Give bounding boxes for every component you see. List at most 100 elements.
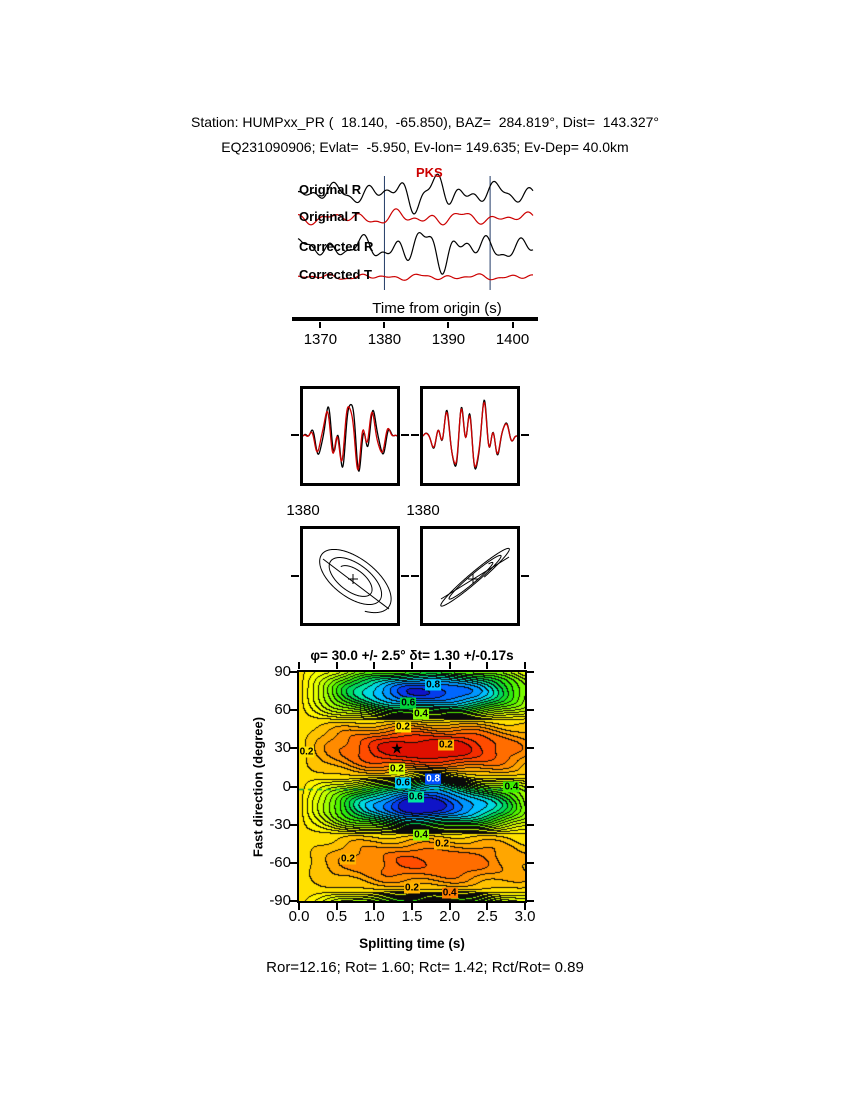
window-trace-transverse: [423, 401, 517, 468]
contour-value-label: 0.4: [413, 829, 429, 841]
misfit-x-tick: [486, 662, 489, 669]
misfit-x-tick-label: 1.5: [401, 908, 423, 925]
time-axis-tick-label: 1380: [367, 331, 402, 348]
contour-value-label: 0.2: [434, 838, 451, 850]
time-axis-bar: [292, 317, 538, 321]
misfit-x-tick: [298, 903, 300, 910]
misfit-x-tick: [373, 903, 376, 910]
misfit-y-tick: [290, 671, 297, 673]
particle-motion-svg-1: [319, 548, 392, 614]
contour-value-label: 0.2: [437, 739, 454, 751]
misfit-x-tick: [448, 903, 451, 910]
trace-label-corrected-r: Corrected R: [299, 239, 374, 254]
trace-label-original-r: Original R: [299, 182, 362, 197]
misfit-x-tick: [373, 662, 376, 669]
trace-label-original-t: Original T: [299, 209, 360, 224]
misfit-y-tick-label: 0: [282, 777, 291, 795]
panel-axis-tick: [411, 434, 419, 436]
misfit-x-tick: [524, 662, 526, 669]
contour-value-label: 0.4: [441, 887, 458, 899]
contour-value-label: 0.8: [425, 679, 442, 691]
misfit-x-tick-label: 0.5: [326, 908, 348, 925]
misfit-y-tick: [290, 747, 297, 750]
event-header: EQ231090906; Evlat= -5.950, Ev-lon= 149.…: [221, 139, 629, 155]
misfit-x-tick: [486, 903, 489, 910]
panel-axis-tick: [411, 575, 419, 577]
misfit-x-tick: [411, 903, 413, 910]
quality-stats: Ror=12.16; Rot= 1.60; Rct= 1.42; Rct/Rot…: [266, 959, 584, 976]
misfit-y-tick: [290, 900, 297, 902]
contour-value-label: 0.6: [400, 697, 417, 709]
misfit-x-tick-label: 2.0: [439, 908, 461, 925]
window-waveform-svg-1: [303, 403, 397, 472]
misfit-contour-canvas: [299, 672, 525, 901]
misfit-x-tick: [335, 903, 338, 910]
misfit-title: φ= 30.0 +/- 2.5° δt= 1.30 +/-0.17s: [310, 648, 514, 663]
window-waveform-panel-2: [420, 386, 520, 486]
window-start-time-1: 1380: [286, 502, 320, 519]
seismogram-svg: [297, 173, 534, 290]
misfit-y-tick-label: 90: [274, 663, 291, 680]
misfit-y-tick: [527, 823, 534, 826]
contour-value-label: 0.2: [340, 853, 356, 865]
trace-original-r: [297, 173, 534, 215]
misfit-x-tick: [411, 662, 413, 669]
misfit-y-tick: [290, 785, 297, 788]
trace-label-corrected-t: Corrected T: [299, 267, 372, 282]
time-axis-tick: [383, 322, 386, 328]
misfit-y-tick-label: -60: [269, 853, 291, 871]
panel-axis-tick: [291, 434, 299, 436]
particle-motion-curve: [319, 548, 392, 614]
misfit-y-tick-label: 30: [274, 739, 291, 757]
station-header: Station: HUMPxx_PR ( 18.140, -65.850), B…: [190, 114, 659, 130]
misfit-y-tick: [527, 747, 534, 750]
time-axis-tick: [511, 322, 514, 328]
misfit-x-tick-label: 1.0: [363, 908, 385, 925]
misfit-x-tick-label: 2.5: [476, 908, 498, 925]
misfit-y-tick: [527, 709, 534, 712]
time-axis-tick: [447, 322, 450, 328]
misfit-y-tick: [527, 861, 534, 864]
misfit-x-tick: [448, 662, 451, 669]
particle-motion-panel-2: [420, 526, 520, 626]
misfit-x-tick-label: 3.0: [514, 908, 536, 925]
misfit-y-tick: [527, 900, 534, 902]
misfit-x-tick: [298, 662, 300, 669]
misfit-x-tick: [335, 662, 338, 669]
misfit-y-tick-label: 60: [274, 701, 291, 719]
particle-motion-svg-2: [440, 547, 510, 607]
phase-label: PKS: [416, 165, 443, 180]
misfit-y-tick-label: -30: [269, 815, 291, 833]
trace-corrected-t: [297, 273, 534, 281]
misfit-y-tick: [290, 861, 297, 864]
contour-value-label: 0.2: [404, 882, 420, 894]
time-axis-label: Time from origin (s): [372, 300, 502, 317]
panel-axis-tick: [401, 434, 409, 436]
misfit-plot-frame: [297, 670, 527, 903]
trace-original-t: [297, 208, 534, 226]
panel-axis-tick: [521, 575, 529, 577]
misfit-y-tick: [527, 671, 534, 673]
contour-value-label: 0.6: [395, 777, 411, 789]
best-solution-star: ★: [390, 740, 404, 758]
time-axis-tick-label: 1370: [303, 331, 338, 348]
contour-value-label: 0.4: [413, 708, 429, 720]
misfit-y-tick: [290, 823, 297, 826]
misfit-x-tick-label: 0.0: [288, 908, 310, 925]
misfit-y-tick: [527, 785, 534, 788]
particle-motion-curve: [440, 547, 510, 607]
misfit-y-tick: [290, 709, 297, 712]
window-trace-radial: [303, 403, 397, 472]
contour-value-label: 0.8: [425, 773, 442, 785]
window-waveform-panel-1: [300, 386, 400, 486]
fast-axis-line: [322, 558, 390, 610]
particle-motion-panel-1: [300, 526, 400, 626]
time-axis-tick-label: 1390: [431, 331, 466, 348]
time-axis-tick-label: 1400: [495, 331, 530, 348]
misfit-y-tick-label: -90: [269, 892, 291, 909]
contour-value-label: 0.2: [388, 763, 405, 775]
contour-value-label: 0.4: [503, 781, 520, 792]
misfit-x-tick: [524, 903, 526, 910]
window-waveform-svg-2: [423, 399, 517, 470]
